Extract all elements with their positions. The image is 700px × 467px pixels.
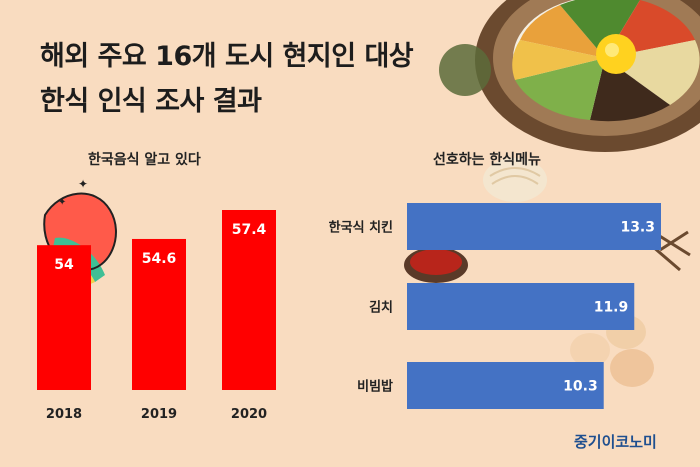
- page-title-line2: 한식 인식 조사 결과: [40, 86, 262, 117]
- bar-value-label: 10.3: [563, 379, 598, 395]
- x-tick-label: 2018: [46, 407, 82, 422]
- bar-김치: [407, 283, 635, 330]
- svg-text:✦: ✦: [58, 197, 66, 208]
- category-label: 김치: [369, 300, 393, 316]
- eggs-icon: [570, 315, 654, 387]
- bar-value-label: 57.4: [232, 222, 267, 238]
- bar-비빔밥: [407, 362, 604, 409]
- bar-value-label: 11.9: [594, 300, 629, 316]
- category-label: 비빔밥: [357, 379, 393, 395]
- bar-value-label: 13.3: [620, 220, 655, 236]
- bar-한국식 치킨: [407, 203, 661, 250]
- sauce-dish-icon: [404, 247, 468, 283]
- right-bar-chart: 13.3 한국식 치킨 11.9 김치 10.3 비빔밥: [329, 203, 661, 409]
- bar-value-label: 54.6: [142, 251, 177, 267]
- bar-2018: [37, 245, 91, 390]
- bar-2019: [132, 238, 186, 390]
- bibimbap-bowl-icon: [439, 0, 700, 152]
- x-tick-label: 2020: [231, 407, 267, 422]
- bar-2020: [222, 210, 276, 390]
- page-title-line1: 해외 주요 16개 도시 현지인 대상: [40, 41, 414, 72]
- bar-value-label: 54: [54, 257, 74, 273]
- right-chart-title: 선호하는 한식메뉴: [433, 152, 541, 168]
- source-credit: 중기이코노미: [574, 433, 657, 451]
- left-bar-chart: 54 2018 54.6 2019 57.4 2020: [37, 210, 276, 422]
- category-label: 한국식 치킨: [329, 220, 393, 236]
- x-tick-label: 2019: [141, 407, 177, 422]
- noodles-icon: [483, 158, 547, 202]
- left-chart-title: 한국음식 알고 있다: [88, 152, 201, 168]
- svg-text:✦: ✦: [78, 177, 88, 191]
